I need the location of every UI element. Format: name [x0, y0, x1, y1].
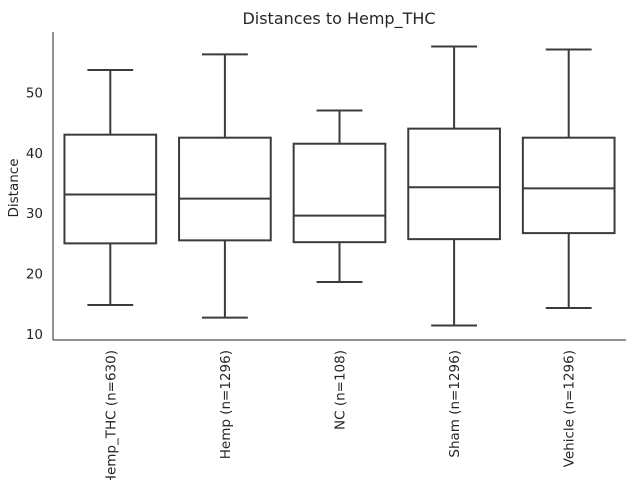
x-tick-label: Hemp_THC (n=630)	[103, 350, 119, 480]
y-tick-label: 40	[26, 146, 43, 162]
x-tick-label: Vehicle (n=1296)	[562, 350, 578, 467]
y-axis-ticks: 10 20 30 40 50	[26, 85, 43, 343]
box-group	[178, 53, 272, 319]
box-group	[292, 109, 387, 284]
chart-title: Distances to Hemp_THC	[242, 9, 435, 29]
x-tick-label: Sham (n=1296)	[447, 350, 463, 458]
boxes	[63, 45, 616, 327]
box-iqr	[63, 133, 158, 245]
y-tick-label: 50	[26, 85, 43, 101]
box-group	[407, 45, 501, 327]
x-tick-label: Hemp (n=1296)	[218, 350, 234, 459]
y-tick-label: 30	[26, 206, 43, 222]
box-iqr	[292, 142, 387, 244]
box-iqr	[521, 136, 616, 235]
box-iqr	[407, 127, 501, 241]
box-group	[63, 69, 158, 306]
x-axis-ticks: Hemp_THC (n=630) Hemp (n=1296) NC (n=108) S…	[103, 350, 577, 480]
box-iqr	[178, 136, 272, 242]
x-tick-label: NC (n=108)	[333, 350, 349, 430]
box-group	[521, 48, 616, 309]
y-tick-label: 20	[26, 267, 43, 283]
y-axis-label: Distance	[6, 158, 22, 217]
y-tick-label: 10	[26, 327, 43, 343]
axes	[52, 32, 626, 341]
